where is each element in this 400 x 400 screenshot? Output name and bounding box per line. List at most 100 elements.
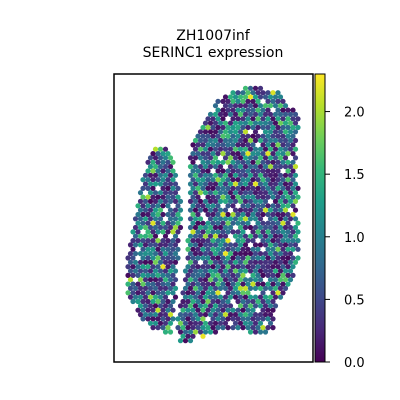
expression-spot: [150, 238, 156, 244]
expression-spot: [212, 129, 219, 135]
expression-spot: [217, 312, 224, 318]
expression-spot: [125, 264, 131, 270]
expression-spot: [255, 90, 261, 96]
expression-spot: [167, 224, 174, 231]
expression-spot: [292, 259, 299, 265]
expression-spot: [137, 198, 144, 204]
expression-spot: [202, 155, 209, 161]
expression-spot: [205, 229, 211, 235]
expression-spot: [270, 307, 276, 313]
expression-spot: [292, 190, 299, 196]
expression-spot: [162, 198, 169, 204]
expression-spot: [292, 120, 299, 126]
expression-spot: [242, 251, 249, 257]
expression-spot: [235, 307, 241, 313]
expression-spot: [285, 142, 291, 148]
expression-spot: [142, 312, 149, 318]
expression-spot: [295, 220, 301, 226]
expression-spot: [282, 277, 289, 283]
expression-spot: [272, 137, 279, 144]
expression-spot: [187, 242, 194, 248]
expression-spot: [215, 124, 221, 131]
expression-spot: [172, 224, 179, 231]
expression-spot: [242, 103, 249, 109]
expression-spot: [160, 272, 166, 278]
expression-spot: [177, 207, 184, 213]
expression-spot: [265, 255, 271, 261]
expression-spot: [212, 198, 219, 204]
expression-spot: [237, 120, 244, 126]
expression-spot: [227, 198, 234, 204]
expression-spot: [272, 120, 279, 126]
expression-spot: [147, 190, 154, 196]
expression-spot: [225, 133, 231, 139]
expression-spot: [280, 133, 286, 139]
expression-spot: [270, 281, 276, 287]
expression-spot: [265, 133, 271, 139]
expression-spot: [200, 220, 206, 226]
expression-spot: [237, 207, 244, 213]
expression-spot: [197, 155, 204, 161]
expression-spot: [285, 151, 291, 157]
expression-spot: [137, 259, 144, 265]
expression-spot: [210, 133, 216, 139]
expression-spot: [200, 255, 206, 261]
expression-spot: [242, 312, 249, 318]
expression-spot: [185, 281, 191, 287]
expression-spot: [285, 194, 291, 200]
expression-spot: [195, 264, 201, 270]
expression-spot: [147, 181, 154, 187]
expression-spot: [257, 111, 264, 117]
expression-spot: [207, 320, 214, 326]
expression-spot: [212, 320, 219, 326]
expression-spot: [225, 124, 231, 131]
expression-spot: [125, 290, 131, 296]
expression-spot: [127, 277, 134, 283]
expression-spot: [285, 177, 291, 183]
expression-spot: [255, 325, 261, 331]
expression-spot: [187, 181, 194, 187]
expression-spot: [212, 172, 219, 178]
expression-spot: [230, 185, 236, 191]
expression-spot: [265, 272, 271, 278]
expression-spot: [172, 233, 179, 239]
expression-spot: [222, 285, 229, 291]
expression-spot: [242, 259, 249, 265]
expression-spot: [157, 207, 164, 213]
expression-spot: [237, 312, 244, 318]
expression-spot: [152, 190, 159, 196]
expression-spot: [217, 259, 224, 265]
expression-spot: [232, 233, 239, 239]
expression-spot: [167, 285, 174, 291]
expression-spot: [280, 185, 286, 191]
expression-spot: [165, 307, 171, 313]
expression-spot: [197, 181, 204, 187]
colorbar-tick-label: 1.0: [344, 231, 365, 246]
expression-spot: [275, 142, 281, 148]
expression-spot: [232, 155, 239, 161]
expression-spot: [147, 251, 154, 257]
expression-spot: [210, 246, 216, 252]
expression-spot: [265, 325, 271, 331]
expression-spot: [145, 298, 151, 305]
expression-spot: [212, 303, 219, 309]
expression-spot: [287, 181, 294, 187]
expression-spot: [142, 268, 149, 274]
expression-spot: [212, 277, 219, 283]
expression-spot: [165, 238, 171, 244]
expression-spot: [272, 251, 279, 257]
expression-spot: [205, 220, 211, 226]
expression-spot: [212, 207, 219, 213]
expression-spot: [247, 303, 254, 309]
expression-spot: [292, 129, 299, 135]
expression-spot: [257, 242, 264, 248]
expression-spot: [172, 242, 179, 248]
expression-spot: [187, 312, 194, 318]
expression-spot: [192, 207, 199, 213]
expression-spot: [172, 172, 179, 178]
expression-spot: [255, 220, 261, 226]
expression-spot: [232, 181, 239, 187]
expression-spot: [210, 124, 216, 131]
expression-spot: [140, 203, 146, 209]
